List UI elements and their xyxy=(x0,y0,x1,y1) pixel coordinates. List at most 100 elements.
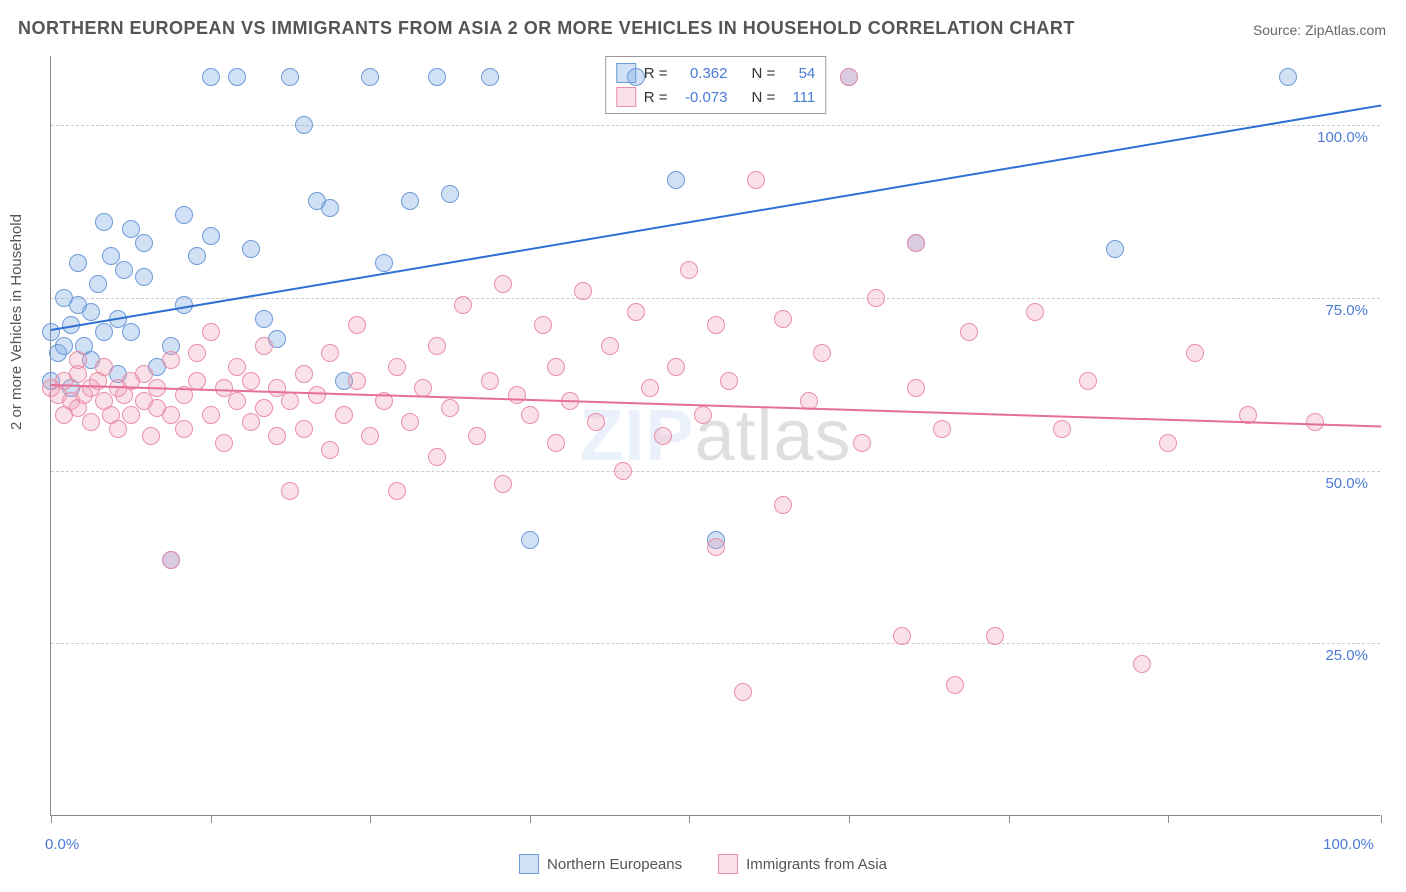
scatter-point xyxy=(188,247,206,265)
scatter-point xyxy=(933,420,951,438)
scatter-point xyxy=(614,462,632,480)
chart-area: ZIPatlas R =0.362N =54R =-0.073N =111 25… xyxy=(50,56,1380,816)
y-tick-label: 100.0% xyxy=(1317,129,1368,146)
scatter-point xyxy=(960,323,978,341)
scatter-point xyxy=(295,420,313,438)
n-value: 54 xyxy=(783,65,815,82)
scatter-point xyxy=(361,427,379,445)
r-label: R = xyxy=(644,65,668,82)
scatter-point xyxy=(521,406,539,424)
scatter-point xyxy=(295,365,313,383)
scatter-point xyxy=(321,344,339,362)
scatter-point xyxy=(1133,655,1151,673)
r-value: -0.073 xyxy=(676,89,728,106)
bottom-legend: Northern Europeans Immigrants from Asia xyxy=(519,854,887,874)
scatter-point xyxy=(281,392,299,410)
scatter-point xyxy=(1053,420,1071,438)
scatter-point xyxy=(508,386,526,404)
scatter-point xyxy=(188,344,206,362)
scatter-point xyxy=(69,351,87,369)
scatter-point xyxy=(175,420,193,438)
scatter-point xyxy=(853,434,871,452)
scatter-point xyxy=(268,427,286,445)
scatter-point xyxy=(321,441,339,459)
x-tick xyxy=(689,815,690,823)
x-tick xyxy=(211,815,212,823)
scatter-point xyxy=(202,227,220,245)
scatter-point xyxy=(454,296,472,314)
y-axis-label: 2 or more Vehicles in Household xyxy=(8,214,25,430)
scatter-point xyxy=(907,234,925,252)
scatter-point xyxy=(747,171,765,189)
scatter-point xyxy=(414,379,432,397)
r-value: 0.362 xyxy=(676,65,728,82)
scatter-point xyxy=(162,351,180,369)
scatter-point xyxy=(242,240,260,258)
scatter-point xyxy=(867,289,885,307)
gridline xyxy=(51,471,1380,472)
scatter-point xyxy=(135,234,153,252)
scatter-point xyxy=(774,310,792,328)
scatter-point xyxy=(627,303,645,321)
scatter-point xyxy=(89,275,107,293)
scatter-point xyxy=(1186,344,1204,362)
scatter-point xyxy=(468,427,486,445)
scatter-point xyxy=(481,68,499,86)
gridline xyxy=(51,643,1380,644)
y-tick-label: 75.0% xyxy=(1325,302,1368,319)
n-value: 111 xyxy=(783,89,815,106)
scatter-point xyxy=(242,372,260,390)
x-tick xyxy=(370,815,371,823)
source-label: Source: ZipAtlas.com xyxy=(1253,22,1386,38)
x-tick-label: 100.0% xyxy=(1323,836,1374,853)
scatter-point xyxy=(534,316,552,334)
scatter-point xyxy=(361,68,379,86)
scatter-point xyxy=(494,475,512,493)
scatter-point xyxy=(774,496,792,514)
scatter-point xyxy=(115,261,133,279)
scatter-point xyxy=(142,427,160,445)
x-tick xyxy=(1168,815,1169,823)
stats-swatch-icon xyxy=(616,87,636,107)
stats-row: R =-0.073N =111 xyxy=(616,85,816,109)
scatter-point xyxy=(654,427,672,445)
scatter-point xyxy=(840,68,858,86)
scatter-point xyxy=(122,323,140,341)
scatter-point xyxy=(308,386,326,404)
scatter-point xyxy=(734,683,752,701)
scatter-point xyxy=(295,116,313,134)
gridline xyxy=(51,298,1380,299)
legend-label: Immigrants from Asia xyxy=(746,856,887,873)
gridline xyxy=(51,125,1380,126)
scatter-point xyxy=(401,192,419,210)
scatter-point xyxy=(1279,68,1297,86)
x-tick xyxy=(530,815,531,823)
scatter-point xyxy=(375,254,393,272)
scatter-point xyxy=(587,413,605,431)
legend-item-northern: Northern Europeans xyxy=(519,854,682,874)
scatter-point xyxy=(428,68,446,86)
n-label: N = xyxy=(752,65,776,82)
scatter-point xyxy=(667,358,685,376)
scatter-point xyxy=(907,379,925,397)
scatter-point xyxy=(69,254,87,272)
scatter-point xyxy=(82,303,100,321)
scatter-point xyxy=(335,406,353,424)
scatter-point xyxy=(428,448,446,466)
scatter-point xyxy=(228,392,246,410)
scatter-point xyxy=(388,482,406,500)
scatter-point xyxy=(228,68,246,86)
scatter-point xyxy=(893,627,911,645)
scatter-point xyxy=(82,413,100,431)
legend-swatch-icon xyxy=(718,854,738,874)
scatter-point xyxy=(494,275,512,293)
scatter-point xyxy=(202,68,220,86)
y-tick-label: 25.0% xyxy=(1325,647,1368,664)
scatter-point xyxy=(175,206,193,224)
scatter-point xyxy=(321,199,339,217)
scatter-point xyxy=(109,420,127,438)
scatter-point xyxy=(135,268,153,286)
scatter-point xyxy=(1079,372,1097,390)
chart-title: NORTHERN EUROPEAN VS IMMIGRANTS FROM ASI… xyxy=(18,18,1075,39)
scatter-point xyxy=(215,434,233,452)
